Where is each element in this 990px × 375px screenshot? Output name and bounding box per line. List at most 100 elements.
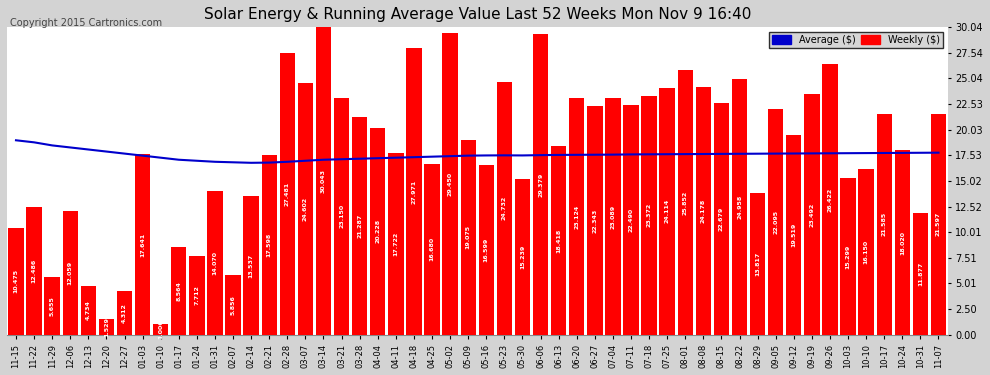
Bar [261, 154, 277, 335]
Bar [497, 82, 512, 335]
Text: 16.150: 16.150 [863, 240, 868, 264]
Bar [895, 150, 910, 335]
Text: 17.722: 17.722 [393, 232, 398, 256]
Bar [226, 275, 241, 335]
Bar [515, 179, 531, 335]
Bar [425, 164, 440, 335]
Bar [913, 213, 928, 335]
Text: 24.114: 24.114 [664, 199, 669, 223]
Bar [207, 191, 223, 335]
Text: 22.679: 22.679 [719, 207, 724, 231]
Bar [117, 291, 133, 335]
Text: 1.529: 1.529 [104, 317, 109, 337]
Text: 24.602: 24.602 [303, 197, 308, 221]
Bar [931, 114, 946, 335]
Text: 16.680: 16.680 [430, 237, 435, 261]
Bar [171, 247, 186, 335]
Text: 5.655: 5.655 [50, 296, 54, 316]
Bar [27, 207, 42, 335]
Text: 16.599: 16.599 [484, 238, 489, 262]
Text: 21.597: 21.597 [936, 212, 941, 236]
Bar [298, 83, 313, 335]
Text: 17.641: 17.641 [141, 232, 146, 256]
Text: 11.877: 11.877 [918, 262, 923, 286]
Bar [352, 117, 367, 335]
Text: 23.089: 23.089 [611, 204, 616, 229]
Bar [334, 98, 349, 335]
Text: 29.379: 29.379 [538, 172, 544, 196]
Bar [768, 109, 783, 335]
Text: 19.075: 19.075 [465, 225, 470, 249]
Bar [478, 165, 494, 335]
Bar [135, 154, 150, 335]
Text: Copyright 2015 Cartronics.com: Copyright 2015 Cartronics.com [10, 18, 162, 28]
Text: 30.043: 30.043 [321, 169, 326, 193]
Text: 12.486: 12.486 [32, 259, 37, 283]
Text: 5.856: 5.856 [231, 295, 236, 315]
Text: 24.178: 24.178 [701, 199, 706, 223]
Bar [804, 94, 820, 335]
Bar [533, 34, 548, 335]
Text: 29.450: 29.450 [447, 172, 452, 196]
Text: 21.287: 21.287 [357, 214, 362, 238]
Bar [786, 135, 802, 335]
Bar [841, 178, 855, 335]
Title: Solar Energy & Running Average Value Last 52 Weeks Mon Nov 9 16:40: Solar Energy & Running Average Value Las… [204, 7, 751, 22]
Text: 23.150: 23.150 [340, 204, 345, 228]
Text: 19.519: 19.519 [791, 223, 796, 247]
Bar [714, 103, 729, 335]
Bar [732, 79, 747, 335]
Text: 22.490: 22.490 [629, 208, 634, 232]
Text: 20.228: 20.228 [375, 219, 380, 243]
Bar [406, 48, 422, 335]
Text: 12.059: 12.059 [67, 261, 72, 285]
Bar [823, 64, 838, 335]
Text: 24.732: 24.732 [502, 196, 507, 220]
Text: 8.564: 8.564 [176, 281, 181, 301]
Text: 18.020: 18.020 [900, 231, 905, 255]
Bar [551, 146, 566, 335]
Text: 10.475: 10.475 [14, 269, 19, 293]
Text: 25.852: 25.852 [683, 190, 688, 214]
Bar [99, 319, 114, 335]
Bar [750, 194, 765, 335]
Text: 22.095: 22.095 [773, 210, 778, 234]
Bar [624, 105, 639, 335]
Text: 13.537: 13.537 [248, 254, 253, 278]
Bar [677, 70, 693, 335]
Bar [605, 98, 621, 335]
Text: 23.492: 23.492 [810, 202, 815, 226]
Text: 24.958: 24.958 [737, 195, 742, 219]
Bar [696, 87, 711, 335]
Text: 21.585: 21.585 [882, 212, 887, 236]
Bar [460, 140, 476, 335]
Bar [45, 277, 59, 335]
Bar [876, 114, 892, 335]
Bar [316, 27, 332, 335]
Text: 22.343: 22.343 [592, 208, 597, 232]
Bar [62, 211, 78, 335]
Bar [659, 88, 675, 335]
Bar [587, 106, 603, 335]
Text: 27.481: 27.481 [285, 182, 290, 206]
Text: 27.971: 27.971 [412, 180, 417, 204]
Legend: Average ($), Weekly ($): Average ($), Weekly ($) [769, 32, 942, 48]
Bar [244, 196, 258, 335]
Text: 1.006: 1.006 [158, 320, 163, 339]
Bar [279, 54, 295, 335]
Bar [8, 228, 24, 335]
Text: 15.299: 15.299 [845, 244, 850, 268]
Text: 4.734: 4.734 [86, 301, 91, 321]
Text: 17.598: 17.598 [266, 232, 271, 257]
Text: 23.124: 23.124 [574, 204, 579, 228]
Bar [153, 324, 168, 335]
Text: 18.418: 18.418 [556, 228, 561, 253]
Text: 26.422: 26.422 [828, 188, 833, 211]
Text: 7.712: 7.712 [194, 285, 199, 305]
Bar [189, 256, 205, 335]
Bar [80, 286, 96, 335]
Text: 14.070: 14.070 [213, 251, 218, 275]
Bar [443, 33, 457, 335]
Text: 23.372: 23.372 [646, 203, 651, 227]
Bar [858, 170, 874, 335]
